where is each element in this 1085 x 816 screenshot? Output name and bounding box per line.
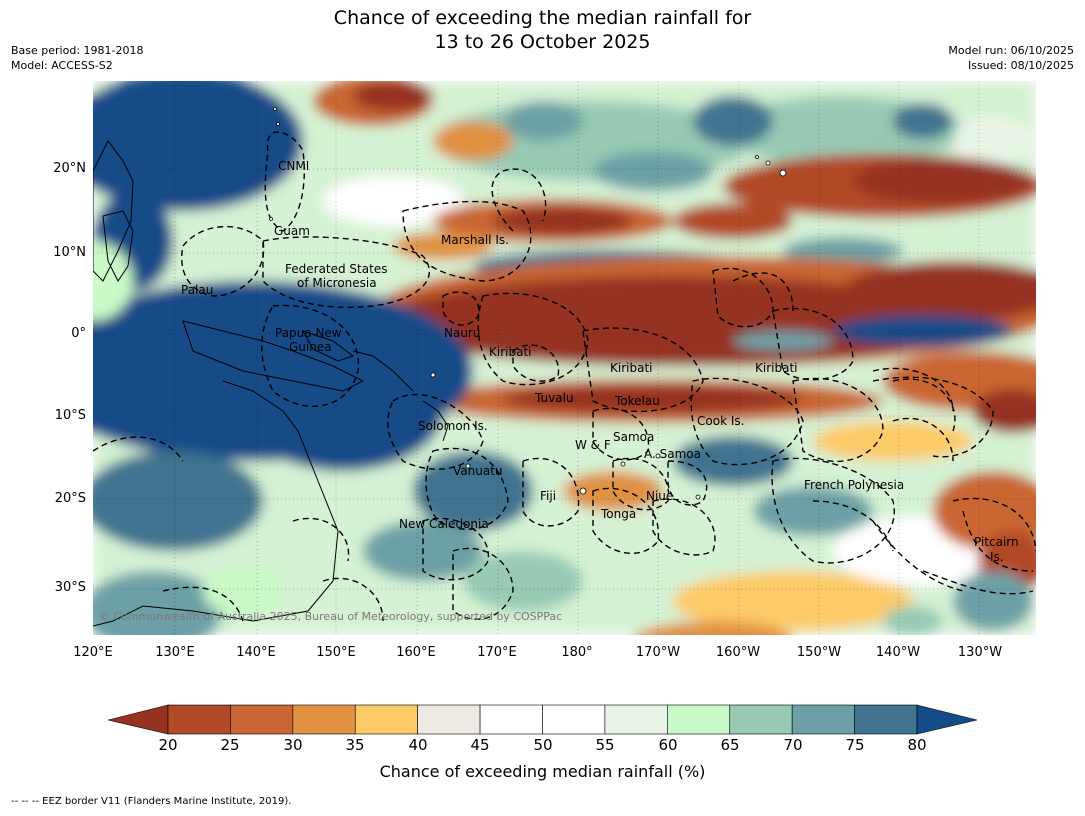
colorbar-bins [167,704,918,735]
label-samoa: Samoa [613,430,655,444]
label-marshall-islands: Marshall Is. [441,233,509,247]
colorbar-bin-75-80 [854,704,918,735]
model-name: Model: ACCESS-S2 [11,59,113,72]
colorbar-bin-65-70 [729,704,793,735]
label-tuvalu: Tuvalu [535,391,574,405]
label-palau: Palau [181,283,214,297]
land-outlines [93,140,449,627]
base-period: Base period: 1981-2018 [11,44,144,57]
label-pitcairn-1: Pitcairn [974,535,1019,549]
lat-label-20n: 20°N [53,161,86,176]
label-vanuatu: Vanuatu [453,464,503,478]
eez-borders [93,131,1036,622]
colorbar-tick-35: 35 [345,736,365,754]
label-french-polynesia: French Polynesia [804,478,905,492]
rainfall-field [93,81,1036,635]
lon-label-160e: 160°E [396,645,436,660]
colorbar-bin-20-25 [167,704,231,735]
colorbar-tick-80: 80 [907,736,927,754]
colorbar-tick-45: 45 [470,736,490,754]
colorbar-tick-50: 50 [533,736,553,754]
colorbar-bin-60-65 [667,704,731,735]
colorbar-under-arrow [107,704,169,735]
colorbar-tick-30: 30 [283,736,303,754]
lat-label-10n: 10°N [53,245,86,260]
label-cook-islands: Cook Is. [697,414,745,428]
colorbar-tick-60: 60 [658,736,678,754]
label-tokelau: Tokelau [615,394,660,408]
label-pitcairn-2: Is. [990,550,1004,564]
label-fiji: Fiji [540,489,557,503]
label-nauru: Nauru [444,326,481,340]
label-kiribati-central: Kiribati [610,361,653,375]
issued-date: Issued: 08/10/2025 [967,59,1074,72]
label-kiribati-west: Kiribati [489,345,532,359]
colorbar-tick-20: 20 [158,736,178,754]
label-niue: Niue [646,489,674,503]
copyright-credit: © Commonwealth of Australia 2025, Bureau… [99,610,563,623]
lon-label-140e: 140°E [236,645,276,660]
colorbar-tick-55: 55 [595,736,615,754]
colorbar-tick-75: 75 [845,736,865,754]
lon-label-140w: 140°W [875,645,921,660]
label-png-1: Papua New [275,326,342,340]
label-cnmi: CNMI [278,159,310,173]
label-wallis-futuna: W & F [575,438,611,452]
lon-label-170e: 170°E [477,645,517,660]
eez-footnote: -- -- -- EEZ border V11 (Flanders Marine… [11,796,292,807]
title-line-1: Chance of exceeding the median rainfall … [333,7,752,29]
islands [269,107,787,500]
lon-label-160w: 160°W [715,645,761,660]
colorbar-bin-55-60 [604,704,668,735]
lat-label-0: 0° [71,326,86,341]
lat-label-30s: 30°S [54,580,86,595]
rainfall-map: CNMI Guam Marshall Is. Federated States … [93,81,1036,635]
lat-label-10s: 10°S [54,408,86,423]
colorbar-tick-70: 70 [783,736,803,754]
colorbar-tick-65: 65 [720,736,740,754]
lat-label-20s: 20°S [54,491,86,506]
colorbar-bin-40-45 [417,704,481,735]
colorbar-tick-40: 40 [408,736,428,754]
lon-label-130w: 130°W [957,645,1003,660]
title-line-2: 13 to 26 October 2025 [434,31,651,53]
colorbar-tick-25: 25 [220,736,240,754]
lon-label-150e: 150°E [316,645,356,660]
gridlines [93,81,1036,635]
colorbar-bin-25-30 [230,704,294,735]
colorbar-bin-70-75 [791,704,855,735]
label-new-caledonia: New Caledonia [399,517,489,531]
colorbar-bin-45-50 [479,704,543,735]
label-micronesia-1: Federated States [285,262,388,276]
label-kiribati-east: Kiribati [755,361,798,375]
label-guam: Guam [274,224,310,238]
label-american-samoa: A. Samoa [644,447,701,461]
lon-label-120e: 120°E [73,645,113,660]
colorbar-bin-50-55 [542,704,606,735]
map-title: Chance of exceeding the median rainfall … [0,6,1085,54]
colorbar-label: Chance of exceeding median rainfall (%) [379,762,706,781]
colorbar-bin-35-40 [354,704,418,735]
colorbar-over-arrow [916,704,978,735]
lon-label-150w: 150°W [796,645,842,660]
label-png-2: Guinea [289,340,332,354]
label-tonga: Tonga [601,507,637,521]
model-run: Model run: 06/10/2025 [948,44,1074,57]
lon-label-170w: 170°W [635,645,681,660]
colorbar-bin-30-35 [292,704,356,735]
lon-label-130e: 130°E [155,645,195,660]
map-canvas [93,81,1036,635]
meta-left: Base period: 1981-2018 Model: ACCESS-S2 [11,43,143,73]
colorbar [107,704,978,735]
lon-label-180: 180° [561,645,593,660]
label-solomon-islands: Solomon Is. [418,419,488,433]
label-micronesia-2: of Micronesia [297,276,377,290]
meta-right: Model run: 06/10/2025 Issued: 08/10/2025 [948,43,1074,73]
